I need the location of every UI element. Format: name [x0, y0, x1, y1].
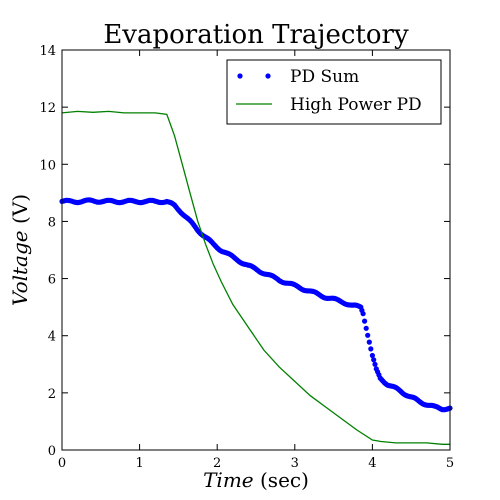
data-point-pd-sum — [371, 357, 376, 362]
data-point-pd-sum — [361, 311, 366, 316]
data-point-pd-sum — [365, 333, 370, 338]
chart-title: Evaporation Trajectory — [103, 20, 409, 50]
data-point-pd-sum — [362, 319, 367, 324]
x-tick-label: 1 — [135, 456, 143, 471]
series-line-high-power-pd — [62, 111, 450, 444]
data-point-pd-sum — [367, 340, 372, 345]
y-tick-label: 14 — [39, 44, 56, 59]
legend-marker-pd-sum — [265, 73, 270, 78]
y-tick-label: 0 — [48, 444, 56, 459]
data-point-pd-sum — [372, 362, 377, 367]
y-axis-label: Voltage (V) — [8, 194, 32, 306]
y-axis-label-main: Voltage — [8, 230, 32, 306]
y-tick-label: 12 — [39, 101, 56, 116]
legend-label-pd-sum: PD Sum — [290, 67, 359, 87]
data-point-pd-sum — [364, 326, 369, 331]
legend-label-high-power-pd: High Power PD — [290, 95, 422, 115]
legend: PD Sum High Power PD — [227, 60, 441, 124]
data-point-pd-sum — [368, 346, 373, 351]
y-tick-label: 4 — [48, 330, 56, 345]
y-tick-label: 8 — [48, 215, 56, 230]
x-axis-label-main: Time — [203, 468, 254, 492]
y-tick-label: 2 — [48, 387, 56, 402]
x-tick-label: 5 — [446, 456, 454, 471]
y-axis-label-unit: (V) — [8, 194, 32, 230]
x-axis-label-unit: (sec) — [254, 468, 309, 492]
x-tick-label: 4 — [368, 456, 376, 471]
y-tick-label: 6 — [48, 273, 56, 288]
x-axis-label: Time (sec) — [203, 468, 309, 492]
plot-area — [59, 111, 452, 444]
y-tick-label: 10 — [39, 158, 56, 173]
legend-marker-pd-sum — [237, 73, 242, 78]
x-tick-label: 0 — [58, 456, 66, 471]
